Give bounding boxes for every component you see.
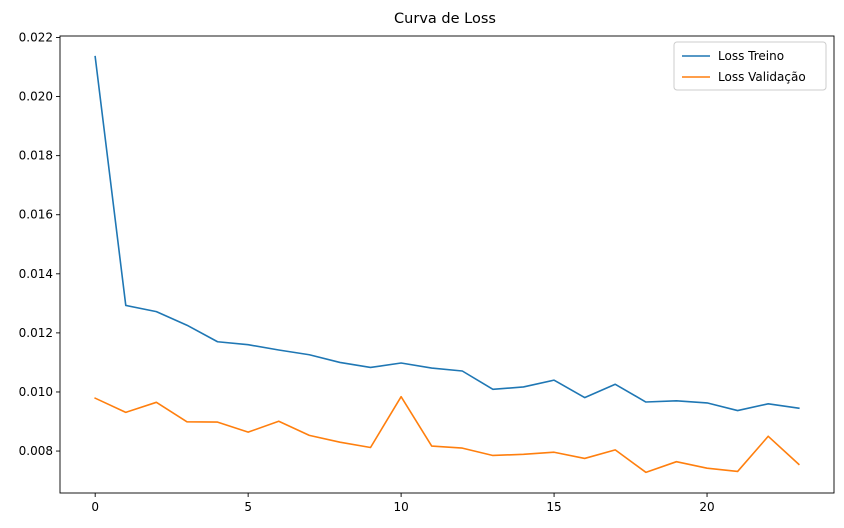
x-tick-label: 10 bbox=[393, 500, 408, 514]
chart-title: Curva de Loss bbox=[394, 11, 496, 27]
legend-label-1: Loss Validação bbox=[718, 70, 806, 84]
series-line-1 bbox=[94, 395, 800, 474]
y-tick-label: 0.010 bbox=[19, 385, 53, 399]
legend-label-0: Loss Treino bbox=[718, 49, 784, 63]
y-tick-label: 0.018 bbox=[19, 149, 53, 163]
x-tick-label: 0 bbox=[91, 500, 99, 514]
y-tick-label: 0.014 bbox=[19, 267, 53, 281]
legend: Loss Treino Loss Validação bbox=[673, 41, 827, 91]
y-tick-label: 0.020 bbox=[19, 90, 53, 104]
x-tick-label: 20 bbox=[699, 500, 714, 514]
x-tick-label: 5 bbox=[244, 500, 252, 514]
plot-area: 0 5 10 15 20 0.008 0.010 0.012 0.014 0.016 0.018 0.… bbox=[19, 30, 835, 514]
y-tick-label: 0.016 bbox=[19, 208, 53, 222]
legend-box bbox=[673, 41, 827, 91]
series-line-0 bbox=[94, 55, 800, 412]
x-tick-label: 15 bbox=[546, 500, 561, 514]
y-tick-label: 0.012 bbox=[19, 326, 53, 340]
axes-frame bbox=[59, 35, 835, 494]
y-tick-label: 0.008 bbox=[19, 444, 53, 458]
y-tick-label: 0.022 bbox=[19, 30, 53, 44]
